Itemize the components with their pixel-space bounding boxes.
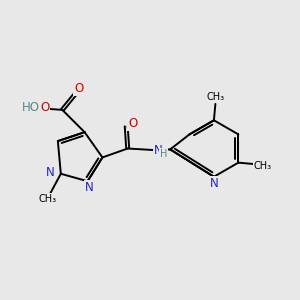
Text: CH₃: CH₃	[38, 194, 56, 204]
Text: CH₃: CH₃	[206, 92, 224, 102]
Text: N: N	[46, 166, 54, 179]
Text: O: O	[74, 82, 83, 95]
Text: O: O	[40, 101, 50, 114]
Text: HO: HO	[22, 101, 40, 114]
Text: CH₃: CH₃	[254, 160, 272, 171]
Text: O: O	[128, 117, 137, 130]
Text: N: N	[85, 181, 93, 194]
Text: H: H	[160, 149, 167, 159]
Text: N: N	[209, 177, 218, 190]
Text: N: N	[154, 143, 162, 157]
